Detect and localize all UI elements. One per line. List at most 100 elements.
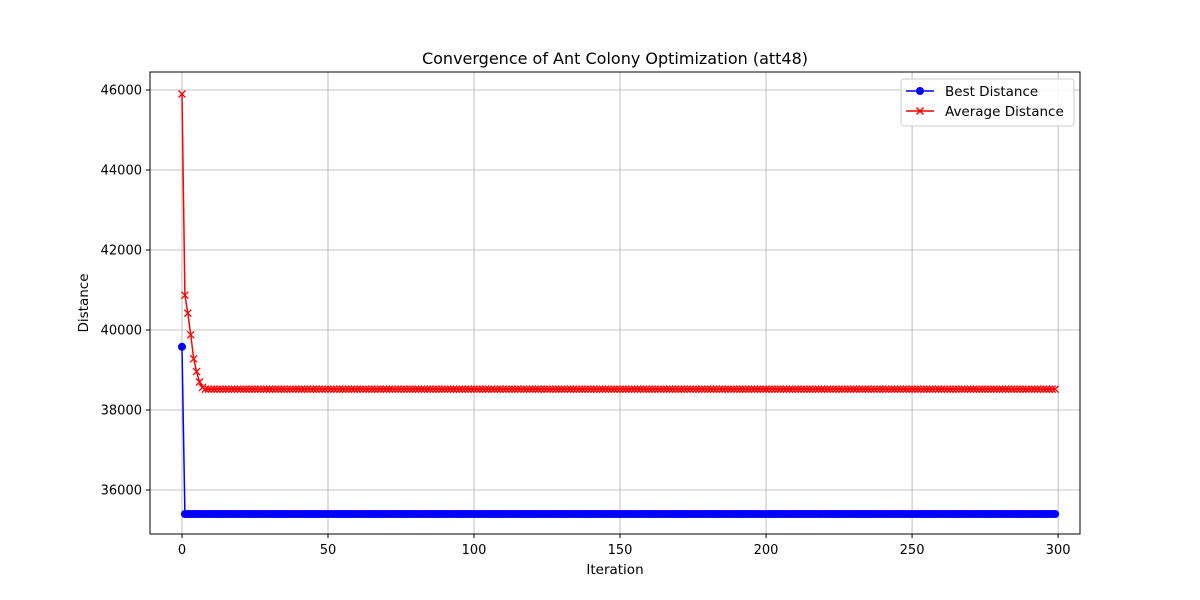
average-distance-point [362, 385, 370, 394]
average-distance-point [560, 385, 569, 394]
average-distance-point [709, 385, 718, 394]
average-distance-point [411, 385, 420, 394]
average-distance-point [671, 385, 680, 394]
average-distance-point [610, 385, 619, 394]
average-distance-point [420, 385, 429, 394]
average-distance-point [569, 385, 578, 394]
average-distance-point [689, 385, 698, 394]
average-distance-point [218, 385, 227, 394]
average-distance-point [429, 385, 438, 394]
average-distance-point [470, 385, 478, 394]
average-distance-point [645, 385, 654, 394]
average-distance-point [832, 385, 841, 394]
best-distance-point [1051, 510, 1060, 518]
average-distance-point [1010, 385, 1019, 394]
average-distance-point [975, 385, 984, 394]
average-distance-point [563, 385, 572, 394]
average-distance-point [986, 385, 995, 394]
average-distance-point [487, 385, 496, 394]
average-distance-point [513, 385, 522, 394]
x-tick-label: 200 [754, 543, 779, 558]
average-distance-point [843, 385, 852, 394]
average-distance-point [455, 385, 464, 394]
average-distance-point [718, 385, 727, 394]
average-distance-point [998, 385, 1007, 394]
average-distance-point [297, 385, 306, 394]
average-distance-point [957, 385, 966, 394]
legend-marker-average [915, 106, 925, 116]
average-distance-point [1051, 385, 1060, 394]
average-distance-point [873, 385, 881, 394]
legend-label-best: Best Distance [945, 84, 1038, 100]
average-distance-point [490, 385, 499, 394]
average-distance-point [756, 385, 765, 394]
average-distance-point [265, 385, 274, 394]
average-distance-point [677, 385, 686, 394]
average-distance-point [613, 385, 622, 394]
average-distance-point [925, 385, 934, 394]
average-distance-point [978, 385, 987, 394]
average-distance-point [321, 385, 330, 394]
average-distance-point [496, 385, 505, 394]
average-distance-point [204, 385, 213, 394]
average-distance-point [180, 291, 189, 300]
average-distance-point [1019, 385, 1028, 394]
average-distance-point [744, 385, 753, 394]
average-distance-point [379, 385, 388, 394]
average-distance-point [721, 385, 730, 394]
average-distance-point [207, 385, 216, 394]
y-tick-label: 40000 [101, 324, 142, 339]
average-distance-point [668, 385, 677, 394]
average-distance-point [335, 385, 344, 394]
x-tick-label: 250 [900, 543, 925, 558]
average-distance-point [578, 385, 587, 394]
average-distance-point [540, 385, 549, 394]
average-distance-point [835, 385, 844, 394]
average-distance-point [779, 385, 788, 394]
average-distance-point [870, 385, 879, 394]
average-distance-point [402, 385, 411, 394]
chart-title: Convergence of Ant Colony Optimization (… [422, 49, 808, 68]
average-distance-point [598, 385, 607, 394]
average-distance-point [1004, 385, 1013, 394]
average-distance-point [472, 385, 481, 394]
average-distance-point [236, 385, 245, 394]
x-tick-label: 100 [462, 543, 487, 558]
average-distance-point [715, 385, 724, 394]
average-distance-point [867, 385, 876, 394]
average-distance-point [239, 385, 248, 394]
average-distance-point [960, 385, 969, 394]
average-distance-point [782, 385, 791, 394]
average-distance-point [887, 385, 896, 394]
average-distance-point [449, 385, 458, 394]
average-distance-point [248, 385, 257, 394]
average-distance-point [616, 385, 624, 394]
average-distance-point [712, 385, 721, 394]
average-distance-point [183, 309, 192, 318]
average-distance-point [221, 385, 230, 394]
average-distance-point [750, 385, 759, 394]
average-distance-point [545, 385, 554, 394]
average-distance-point [210, 385, 219, 394]
average-distance-point [937, 385, 946, 394]
average-distance-point [505, 385, 514, 394]
average-distance-point [855, 385, 864, 394]
average-distance-point [794, 385, 803, 394]
average-distance-point [741, 385, 750, 394]
y-tick-label: 46000 [101, 84, 142, 99]
average-distance-point [686, 385, 695, 394]
average-distance-point [230, 385, 239, 394]
average-distance-point [805, 385, 814, 394]
average-distance-point [1033, 385, 1042, 394]
legend-label-average: Average Distance [945, 104, 1064, 120]
average-distance-point [484, 385, 493, 394]
average-distance-point [680, 385, 689, 394]
average-distance-point [341, 385, 350, 394]
average-distance-point [890, 385, 899, 394]
average-distance-point [385, 385, 394, 394]
average-distance-point [928, 385, 937, 394]
average-distance-point [1036, 385, 1045, 394]
average-distance-point [767, 385, 776, 394]
average-distance-point [271, 385, 280, 394]
average-distance-point [508, 385, 516, 394]
